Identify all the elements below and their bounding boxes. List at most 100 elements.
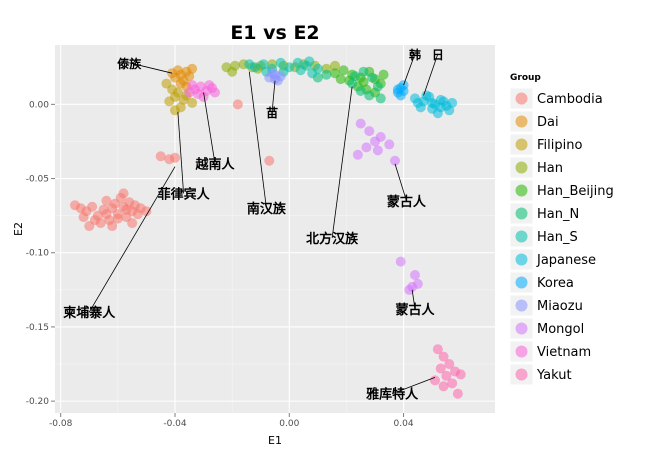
data-points (70, 56, 466, 399)
legend-label: Han (537, 161, 563, 176)
legend-item: Han_N (509, 202, 579, 225)
annotation-label: 柬埔寨人 (63, 305, 116, 321)
legend-swatch (515, 92, 528, 105)
y-tick-label: -0.05 (26, 175, 49, 185)
data-point (187, 80, 198, 91)
data-point (364, 126, 375, 137)
series-yakut (430, 344, 466, 399)
data-point (384, 139, 395, 150)
data-point (321, 69, 332, 80)
legend-swatch (515, 276, 528, 289)
legend-swatch (515, 253, 528, 266)
data-point (210, 87, 220, 98)
legend-label: Korea (537, 276, 574, 291)
data-point (170, 105, 180, 116)
annotation-leader-line (411, 289, 416, 310)
data-point (372, 145, 383, 156)
x-tick-label: 0.04 (394, 419, 414, 429)
legend-swatch (515, 138, 528, 151)
annotation-leader-line (394, 163, 407, 201)
data-point (435, 363, 446, 374)
legend-label: Cambodia (537, 92, 603, 107)
annotation-leader-line (248, 71, 267, 209)
data-point (355, 86, 366, 96)
data-point (390, 155, 400, 166)
data-point (204, 80, 215, 91)
legend-label: Han_N (537, 207, 579, 222)
legend-label: Miaozu (537, 299, 583, 314)
data-point (78, 212, 89, 223)
legend-label: Mongol (537, 322, 584, 337)
annotation-leader-line (88, 166, 176, 313)
data-point (161, 78, 172, 89)
legend-swatch (515, 368, 528, 381)
data-point (392, 84, 403, 95)
data-point (412, 278, 423, 289)
annotation-label: 苗 (266, 105, 278, 120)
annotation-leader-line (129, 62, 173, 74)
series-filipino (161, 78, 198, 116)
data-point (455, 369, 466, 380)
annotation-label: 蒙古人 (387, 194, 427, 210)
legend-swatch (515, 115, 528, 128)
data-point (275, 57, 286, 68)
series-miaozu (264, 68, 286, 86)
y-axis-title: E2 (12, 222, 25, 236)
legend-swatch (515, 207, 528, 220)
y-tick-label: 0.00 (29, 100, 49, 110)
data-point (347, 78, 358, 89)
data-point (361, 142, 372, 153)
data-point (421, 90, 432, 101)
data-point (378, 69, 389, 80)
legend-item: Miaozu (509, 294, 583, 317)
legend-label: Dai (537, 115, 559, 130)
legend-label: Han_S (537, 230, 578, 245)
x-tick-label: -0.04 (163, 419, 187, 429)
x-tick-label: 0.00 (279, 419, 299, 429)
data-point (101, 195, 112, 206)
series-japanese (410, 90, 458, 119)
data-point (412, 97, 423, 108)
data-point (372, 81, 383, 92)
data-point (355, 118, 366, 129)
data-point (367, 72, 378, 83)
data-point (118, 188, 129, 199)
data-point (427, 97, 438, 108)
data-point (112, 213, 123, 224)
annotation-leader-line (423, 53, 439, 96)
y-axis: 0.00 -0.05 -0.10 -0.15 -0.20 (26, 100, 55, 407)
x-tick-label: -0.08 (49, 419, 73, 429)
legend-swatch (515, 230, 528, 243)
annotation-label: 越南人 (194, 157, 235, 173)
data-point (244, 59, 255, 70)
annotation-label: 蒙古人 (395, 302, 435, 318)
annotation-leader-line (271, 80, 276, 112)
legend-item: Mongol (509, 317, 584, 340)
data-point (444, 359, 455, 370)
legend-item: Han (509, 156, 563, 179)
data-point (432, 344, 443, 355)
data-point (430, 375, 440, 386)
series-korea (392, 80, 409, 101)
chart-title: E1 vs E2 (230, 22, 319, 44)
annotation-leader-line (177, 111, 184, 194)
y-tick-label: -0.15 (26, 323, 49, 333)
data-point (101, 209, 112, 220)
annotation-leader-line (392, 377, 436, 395)
data-point (352, 149, 363, 160)
legend-swatch (515, 184, 528, 197)
data-point (435, 102, 446, 113)
data-point (438, 351, 449, 362)
data-point (447, 97, 458, 108)
annotation-label: 北方汉族 (306, 231, 359, 247)
legend-label: Filipino (537, 138, 582, 153)
annotation-label: 韩 (409, 47, 421, 62)
annotation-leader-line (203, 92, 216, 164)
data-point (338, 65, 349, 76)
data-point (410, 270, 420, 280)
legend-item: Filipino (509, 133, 582, 156)
data-point (364, 90, 375, 101)
data-point (155, 151, 166, 162)
